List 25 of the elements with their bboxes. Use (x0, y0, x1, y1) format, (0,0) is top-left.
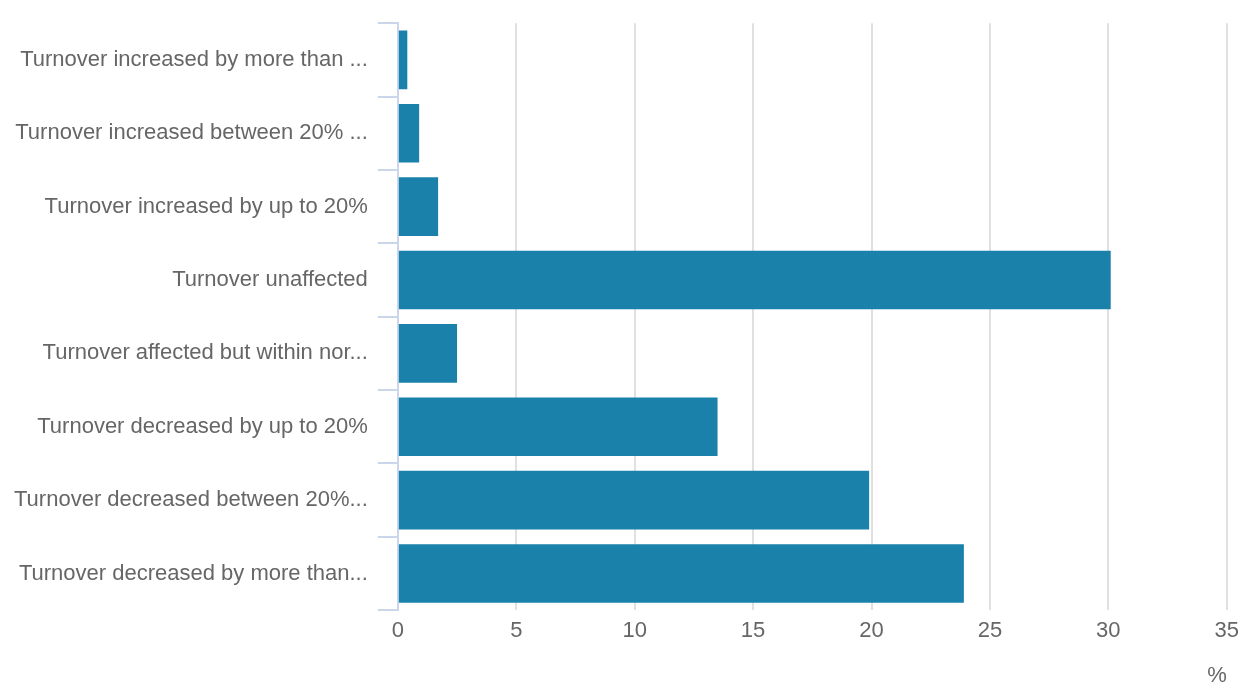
x-tick-label: 5 (510, 617, 523, 643)
bar (398, 30, 408, 90)
bar (398, 177, 439, 236)
y-tick-label: Turnover unaffected (172, 266, 368, 292)
x-tick-label: 15 (740, 617, 766, 643)
bar (398, 397, 718, 457)
bar (398, 324, 458, 383)
y-tick-label: Turnover decreased between 20%... (13, 486, 368, 512)
x-axis-title: % (1207, 661, 1227, 687)
x-tick-label: 20 (859, 617, 884, 643)
x-tick-label: 25 (977, 617, 1003, 643)
y-tick-label: Turnover decreased by up to 20% (37, 412, 368, 438)
bar (398, 250, 1111, 310)
x-tick-label: 35 (1214, 617, 1240, 643)
x-tick-label: 30 (1096, 617, 1121, 643)
y-tick-label: Turnover affected but within nor... (42, 339, 368, 365)
x-tick-label: 0 (391, 617, 404, 643)
bar (398, 544, 964, 603)
y-tick-label: Turnover decreased by more than... (18, 559, 368, 585)
bar (398, 103, 420, 163)
y-tick-label: Turnover increased between 20% ... (15, 119, 368, 145)
x-tick-label: 10 (622, 617, 647, 643)
bar (398, 470, 870, 530)
y-tick-label: Turnover increased by more than ... (20, 45, 368, 71)
y-tick-label: Turnover increased by up to 20% (44, 192, 368, 218)
